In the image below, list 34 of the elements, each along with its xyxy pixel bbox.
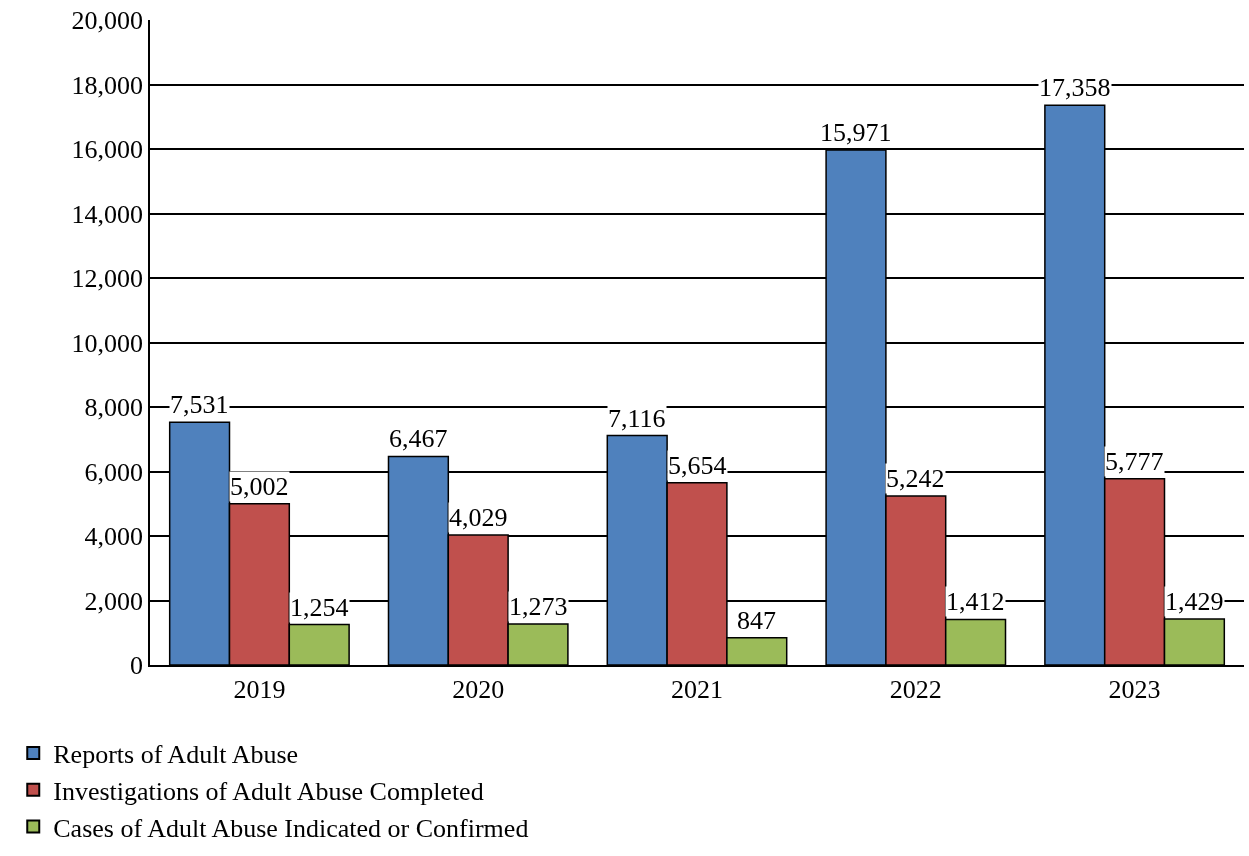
- x-tick-label: 2020: [452, 674, 505, 704]
- legend-label: Investigations of Adult Abuse Completed: [53, 776, 484, 806]
- y-tick-label: 10,000: [71, 328, 144, 358]
- data-label: 5,777: [1105, 447, 1164, 476]
- y-tick-label: 12,000: [71, 264, 144, 294]
- y-tick-label: 16,000: [71, 135, 144, 165]
- data-label: 5,654: [668, 451, 727, 480]
- data-label: 5,002: [230, 472, 289, 501]
- y-tick-label: 2,000: [84, 586, 144, 616]
- y-tick-label: 8,000: [84, 393, 144, 423]
- data-label: 6,467: [389, 424, 448, 453]
- data-label: 4,029: [449, 503, 508, 532]
- data-label: 1,429: [1165, 587, 1224, 616]
- data-label: 1,254: [290, 593, 349, 622]
- x-tick-label: 2021: [671, 674, 723, 704]
- data-label: 7,531: [170, 390, 229, 419]
- y-tick-label: 18,000: [71, 70, 144, 100]
- x-tick-label: 2023: [1108, 674, 1161, 704]
- y-tick-label: 14,000: [71, 199, 144, 229]
- data-label: 5,242: [886, 464, 945, 493]
- data-label: 15,971: [820, 118, 892, 147]
- legend-label: Reports of Adult Abuse: [53, 740, 299, 770]
- x-tick-label: 2019: [233, 674, 286, 704]
- data-label: 847: [737, 606, 776, 635]
- y-tick-label: 0: [130, 651, 144, 681]
- data-label: 17,358: [1039, 73, 1111, 102]
- y-tick-label: 4,000: [84, 522, 144, 552]
- data-label: 7,116: [608, 404, 666, 433]
- y-tick-label: 6,000: [84, 457, 144, 487]
- legend-label: Cases of Adult Abuse Indicated or Confirmed: [53, 813, 529, 843]
- y-tick-label: 20,000: [71, 6, 144, 36]
- x-tick-label: 2022: [889, 674, 942, 704]
- data-label: 1,412: [946, 587, 1005, 616]
- data-label: 1,273: [509, 592, 568, 621]
